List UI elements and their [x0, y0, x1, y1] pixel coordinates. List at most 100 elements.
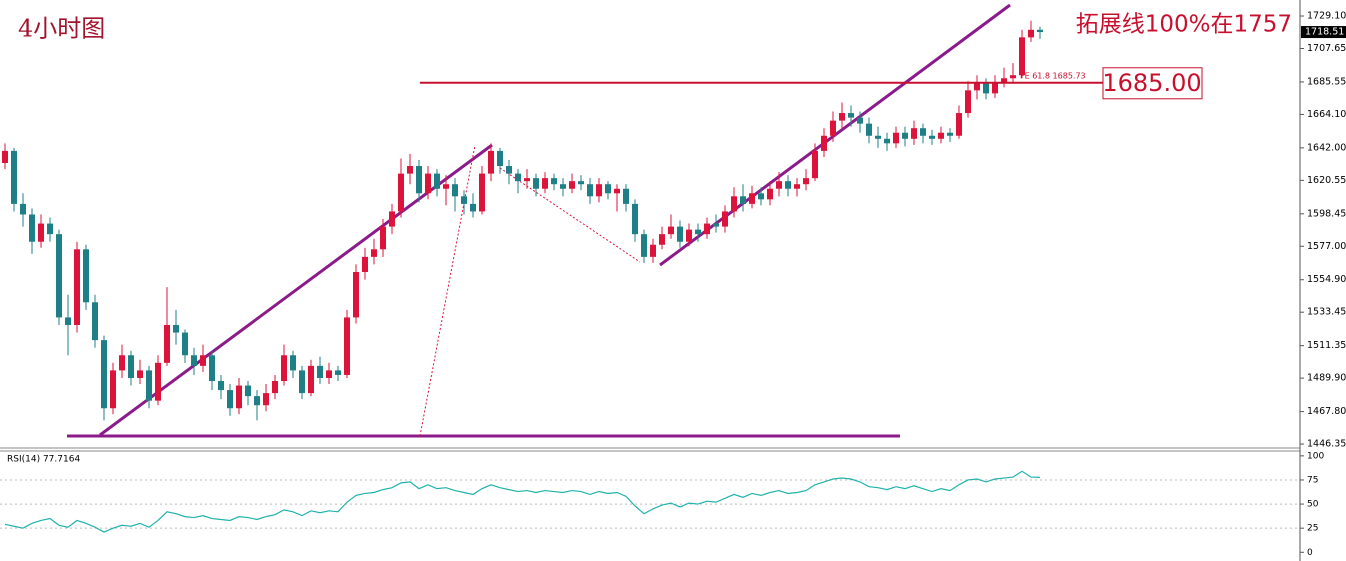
y-tick-label: 1511.35	[1307, 340, 1346, 351]
candle-body	[587, 184, 593, 197]
candle-body	[839, 113, 845, 121]
candle-body	[560, 184, 566, 189]
y-tick-label: 75	[1307, 475, 1318, 485]
candle-body	[371, 249, 377, 257]
candle-body	[677, 226, 683, 242]
candle-body	[551, 178, 557, 185]
candle-body	[731, 196, 737, 212]
y-tick-label: 25	[1307, 524, 1318, 534]
candle-body	[749, 193, 755, 204]
candle-body	[236, 385, 242, 409]
y-tick-label: 1729.10	[1307, 11, 1346, 22]
candle-body	[848, 113, 854, 118]
candle-body	[686, 229, 692, 242]
candle-body	[128, 355, 134, 378]
rsi-line	[4, 470, 1041, 533]
candle-body	[632, 203, 638, 235]
y-tick-label: 1554.90	[1307, 274, 1346, 285]
fe-label: FE 61.8 1685.73	[1020, 72, 1086, 81]
candle-body	[947, 132, 953, 136]
y-tick-label: 1664.10	[1307, 109, 1346, 120]
candle-body	[146, 370, 152, 401]
chart-title: 4小时图	[18, 15, 105, 43]
y-tick-label: 1533.45	[1307, 307, 1346, 318]
candle-body	[461, 196, 467, 204]
rsi-title: RSI(14) 77.7164	[7, 455, 80, 465]
candle-body	[281, 355, 287, 381]
candle-body	[218, 380, 224, 391]
candle-body	[11, 150, 17, 204]
candle-body	[1001, 78, 1007, 83]
candle-body	[1037, 29, 1043, 33]
candle-body	[65, 317, 71, 325]
candle-body	[470, 203, 476, 212]
candle-body	[938, 132, 944, 139]
y-tick-label: 1577.00	[1307, 241, 1346, 252]
candle-body	[902, 132, 908, 139]
candle-body	[983, 82, 989, 94]
candle-body	[911, 128, 917, 139]
candle-body	[326, 370, 332, 378]
candle-body	[47, 223, 53, 235]
candle-body	[1028, 29, 1034, 38]
candle-body	[479, 173, 485, 212]
candle-body	[992, 82, 998, 94]
candle-body	[110, 370, 116, 409]
candle-body	[614, 188, 620, 194]
candle-body	[794, 184, 800, 189]
candle-body	[965, 90, 971, 114]
candle-body	[515, 173, 521, 182]
candle-body	[605, 184, 611, 194]
candle-body	[506, 166, 512, 174]
candle-body	[866, 123, 872, 136]
candle-body	[488, 150, 494, 174]
candle-body	[56, 234, 62, 318]
candle-body	[245, 385, 251, 397]
candle-body	[407, 166, 413, 174]
y-tick-label: 0	[1307, 548, 1313, 558]
y-tick-label: 100	[1307, 451, 1324, 461]
candle-body	[380, 226, 386, 250]
candle-body	[434, 173, 440, 189]
candle-body	[533, 178, 539, 189]
candle-body	[20, 203, 26, 215]
candle-body	[596, 184, 602, 197]
candle-body	[767, 188, 773, 200]
candle-body	[2, 150, 8, 164]
candle-body	[227, 390, 233, 409]
candle-body	[272, 380, 278, 394]
candle-body	[524, 178, 530, 182]
candle-body	[884, 138, 890, 144]
y-tick-label: 1685.55	[1307, 76, 1346, 87]
candle-body	[101, 340, 107, 409]
candle-body	[38, 223, 44, 242]
candle-body	[776, 181, 782, 189]
candle-body	[974, 82, 980, 91]
candle-body	[362, 256, 368, 273]
y-tick-label: 1598.45	[1307, 208, 1346, 219]
level-box	[1102, 67, 1203, 100]
candle-body	[398, 173, 404, 212]
candle-body	[29, 214, 35, 242]
candle-body	[641, 234, 647, 257]
candle-body	[695, 229, 701, 235]
candle-body	[389, 211, 395, 227]
candle-body	[263, 393, 269, 406]
candle-body	[623, 188, 629, 204]
candle-body	[812, 150, 818, 179]
candle-body	[416, 166, 422, 194]
candle-body	[335, 370, 341, 375]
candle-body	[893, 132, 899, 144]
candle-body	[956, 113, 962, 136]
candle-body	[722, 211, 728, 227]
candle-body	[821, 135, 827, 151]
candle-body	[344, 317, 350, 375]
y-tick-label: 1489.90	[1307, 373, 1346, 384]
y-tick-label: 1642.00	[1307, 142, 1346, 153]
y-tick-label: 1707.65	[1307, 43, 1346, 54]
candle-body	[254, 396, 260, 406]
candle-body	[875, 135, 881, 139]
candle-body	[857, 117, 863, 124]
candle-body	[299, 370, 305, 394]
